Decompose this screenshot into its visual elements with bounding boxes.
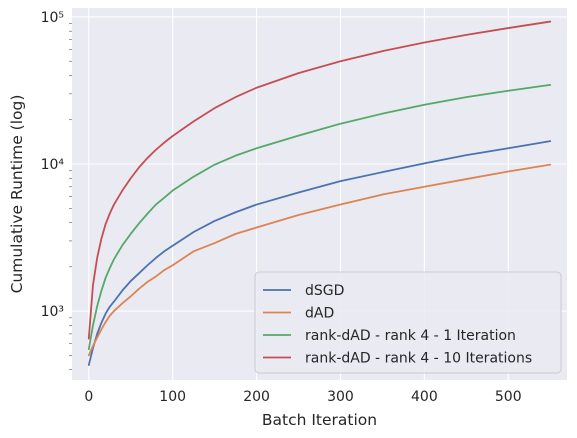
series-line-4 [87,20,552,340]
x-tick-label: 500 [495,389,522,405]
legend-label: rank-dAD - rank 4 - 1 Iteration [305,328,516,344]
legend-box [254,271,562,374]
x-tick-label: 400 [411,389,438,405]
legend-label: dAD [305,306,334,322]
series-line-2 [87,163,552,357]
series-line-1 [87,140,552,366]
y-tick-labels: 10³ 10⁴ 10⁵ [41,10,72,370]
x-tick-labels: 0 100 200 300 400 500 [84,389,521,405]
x-tick-label: 100 [159,389,186,405]
x-tick-label: 0 [84,389,93,405]
series-lines [87,20,552,366]
x-axis-label: Batch Iteration [262,411,377,429]
x-tick-label: 300 [327,389,354,405]
series-line-3 [87,84,552,351]
y-tick-label: 10⁵ [41,10,64,26]
legend: dSGD dAD rank-dAD - rank 4 - 1 Iteration ra… [254,271,562,374]
legend-entries: dSGD dAD rank-dAD - rank 4 - 1 Iteration ra… [263,283,532,367]
legend-label: dSGD [305,283,344,299]
y-tick-label: 10³ [41,304,64,320]
x-tick-label: 200 [243,389,270,405]
y-tick-label: 10⁴ [41,157,65,173]
y-axis-label: Cumulative Runtime (log) [8,95,26,294]
legend-label: rank-dAD - rank 4 - 10 Iterations [305,351,532,367]
